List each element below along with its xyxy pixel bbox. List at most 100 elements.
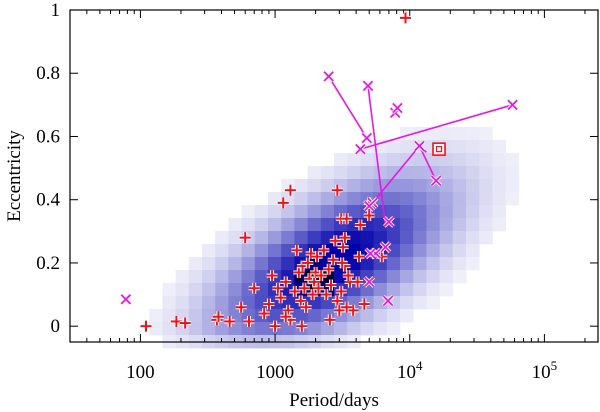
plus-marker [302, 257, 314, 269]
data-points [120, 12, 519, 332]
density-cell [268, 218, 282, 232]
density-cell [334, 205, 348, 219]
density-cell [452, 166, 467, 180]
density-cell [360, 309, 374, 323]
density-cell [439, 244, 454, 258]
density-cell [426, 296, 440, 310]
density-cell [413, 205, 427, 219]
density-cell [360, 218, 374, 232]
density-cell [347, 192, 361, 206]
density-cell [241, 322, 256, 336]
cross-marker [391, 102, 404, 114]
density-cell [215, 257, 229, 271]
cross-marker [413, 140, 426, 152]
plus-marker [258, 308, 270, 320]
density-cell [202, 257, 216, 271]
density-cell [347, 218, 361, 232]
density-cell [452, 218, 467, 232]
plus-marker [327, 254, 339, 266]
plus-marker [323, 263, 335, 275]
density-cell [228, 322, 242, 336]
density-cell [188, 270, 203, 284]
y-tick-label: 0.8 [36, 63, 60, 84]
cross-marker [354, 143, 367, 155]
density-cell [254, 231, 269, 245]
y-tick-label: 0 [51, 316, 61, 337]
plus-marker [280, 276, 292, 288]
density-cell [479, 153, 493, 167]
density-cell [426, 127, 440, 141]
plus-marker [354, 219, 366, 231]
density-cell [400, 166, 414, 180]
cross-marker [120, 293, 132, 306]
density-cell [373, 283, 388, 297]
density-cell [241, 309, 256, 323]
density-cell [281, 244, 295, 258]
density-cell [386, 322, 401, 336]
density-cell [228, 270, 242, 284]
density-cell [373, 231, 388, 245]
plus-marker [235, 301, 247, 313]
density-cell [386, 270, 401, 284]
y-axis-label: Eccentricity [4, 130, 25, 222]
density-cell [373, 257, 388, 271]
density-cell [505, 153, 520, 167]
density-cell [162, 283, 176, 297]
density-cell [202, 322, 216, 336]
plus-marker [337, 241, 349, 253]
density-cell [162, 296, 176, 310]
density-cell [254, 322, 269, 336]
plus-marker [291, 244, 303, 256]
density-cell [307, 166, 322, 180]
density-cell [307, 218, 322, 232]
density-cell [386, 231, 401, 245]
plus-marker [280, 311, 292, 323]
density-cell [452, 244, 467, 258]
density-cell [228, 257, 242, 271]
cross-marker [506, 98, 519, 111]
x-tick-label: 100 [126, 362, 155, 383]
density-cell [307, 309, 322, 323]
density-cell [373, 322, 388, 336]
density-cell [466, 166, 480, 180]
plus-marker [318, 244, 330, 256]
density-cell [452, 192, 467, 206]
density-cell [254, 309, 269, 323]
plus-marker [336, 257, 348, 269]
cross-marker [430, 174, 442, 187]
plus-marker [289, 285, 301, 297]
density-cell [320, 179, 335, 193]
cross-marker [363, 200, 376, 212]
density-cell [439, 127, 454, 141]
density-cell [334, 218, 348, 232]
density-cell [202, 296, 216, 310]
density-cell [175, 283, 190, 297]
density-cell [241, 270, 256, 284]
density-cell [452, 257, 467, 271]
plus-marker [325, 279, 337, 291]
density-cell [466, 244, 480, 258]
plus-marker [339, 232, 351, 244]
density-cell [241, 218, 256, 232]
density-cell [386, 309, 401, 323]
density-cell [241, 205, 256, 219]
density-cell [254, 257, 269, 271]
plus-marker [296, 320, 308, 332]
density-cell [413, 296, 427, 310]
density-cell [254, 218, 269, 232]
density-cell [215, 244, 229, 258]
density-cell [400, 231, 414, 245]
density-cell [254, 270, 269, 284]
density-cell [466, 192, 480, 206]
density-cell [439, 153, 454, 167]
density-cell [215, 231, 229, 245]
cross-marker [364, 247, 377, 260]
density-cell [175, 270, 190, 284]
x-tick-label: 105 [532, 358, 558, 383]
density-cell [215, 296, 229, 310]
plus-marker [277, 197, 289, 209]
density-cell [400, 192, 414, 206]
density-cell [413, 153, 427, 167]
plus-marker [331, 184, 343, 196]
